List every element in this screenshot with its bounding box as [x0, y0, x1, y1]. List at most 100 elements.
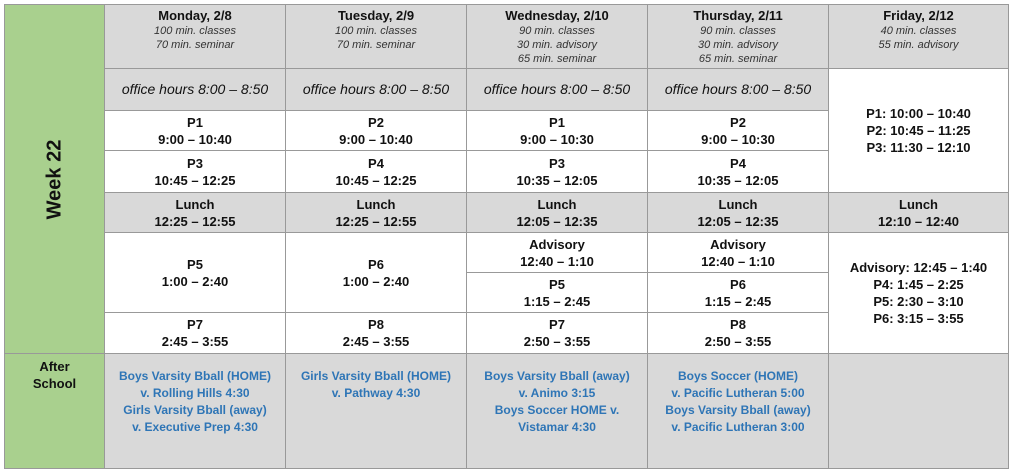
- period-cell: P3 10:45 – 12:25: [105, 151, 286, 193]
- after-school-events: [829, 354, 1009, 469]
- cell-text: P8: [730, 317, 746, 332]
- cell-text: 65 min. seminar: [698, 53, 778, 65]
- day-header: Tuesday, 2/9 100 min. classes 70 min. semi…: [286, 5, 467, 69]
- cell-text: Boys Soccer HOME v.: [494, 403, 620, 417]
- cell-text: P5: [549, 276, 565, 292]
- period-cell: P4 10:45 – 12:25: [286, 151, 467, 193]
- cell-text: Tuesday, 2/9: [337, 8, 415, 23]
- cell-text: office hours 8:00 – 8:50: [121, 81, 269, 97]
- lunch-cell: Lunch 12:05 – 12:35: [648, 193, 829, 233]
- cell-text: Lunch: [537, 196, 577, 212]
- period-cell: P8 2:45 – 3:55: [286, 313, 467, 354]
- cell-text: office hours 8:00 – 8:50: [664, 81, 812, 97]
- period-cell: P2 9:00 – 10:30: [648, 111, 829, 151]
- cell-text: Boys Varsity Bball (away): [665, 403, 811, 417]
- cell-text: P7: [187, 317, 203, 332]
- cell-text: Girls Varsity Bball (HOME): [300, 369, 452, 383]
- cell-text: 55 min. advisory: [878, 39, 959, 51]
- cell-text: 2:45 – 3:55: [161, 334, 229, 349]
- day-header: Thursday, 2/11 90 min. classes 30 min. adv…: [648, 5, 829, 69]
- cell-text: office hours 8:00 – 8:50: [483, 81, 631, 97]
- cell-text: P6: 3:15 – 3:55: [873, 311, 964, 326]
- weekly-schedule-table: Week 22 After School Monday, 2/8 100 min.…: [4, 4, 1009, 469]
- cell-text: v. Pacific Lutheran 5:00: [671, 386, 805, 400]
- cell-text: v. Executive Prep 4:30: [132, 420, 258, 434]
- period-cell: Advisory 12:40 – 1:10: [467, 233, 648, 273]
- cell-text: 9:00 – 10:40: [158, 131, 232, 147]
- cell-text: P1: [187, 114, 203, 130]
- friday-afternoon-periods: Advisory: 12:45 – 1:40 P4: 1:45 – 2:25 P5:…: [829, 233, 1009, 354]
- cell-text: v. Pathway 4:30: [331, 386, 421, 400]
- cell-text: Lunch: [899, 196, 938, 212]
- cell-text: 2:50 – 3:55: [704, 334, 772, 349]
- cell-text: 10:45 – 12:25: [154, 172, 236, 188]
- friday-morning-periods: P1: 10:00 – 10:40 P2: 10:45 – 11:25 P3: 11…: [829, 69, 1009, 193]
- cell-text: Wednesday, 2/10: [505, 8, 609, 23]
- period-cell: P6 1:00 – 2:40: [286, 233, 467, 313]
- cell-text: P3: [549, 155, 565, 171]
- cell-text: office hours 8:00 – 8:50: [302, 81, 450, 97]
- office-hours-cell: office hours 8:00 – 8:50: [467, 69, 648, 111]
- cell-text: Lunch: [175, 196, 215, 212]
- after-school-events: Girls Varsity Bball (HOME) v. Pathway 4:3…: [286, 354, 467, 469]
- cell-text: Boys Soccer (HOME): [677, 369, 799, 383]
- cell-text: Advisory: [529, 236, 585, 252]
- after-school-events: Boys Varsity Bball (HOME) v. Rolling Hill…: [105, 354, 286, 469]
- cell-text: P5: [187, 256, 203, 272]
- cell-text: 2:50 – 3:55: [523, 334, 591, 349]
- cell-text: P2: 10:45 – 11:25: [866, 123, 971, 138]
- cell-text: 100 min. classes: [154, 25, 236, 37]
- after-school-events: Boys Soccer (HOME) v. Pacific Lutheran 5:…: [648, 354, 829, 469]
- after-school-label-line: After: [39, 359, 70, 374]
- cell-text: P2: [368, 114, 384, 130]
- cell-text: P3: [187, 155, 203, 171]
- lunch-cell: Lunch 12:05 – 12:35: [467, 193, 648, 233]
- cell-text: P3: 11:30 – 12:10: [866, 140, 971, 155]
- cell-text: P7: [549, 317, 565, 332]
- period-cell: P3 10:35 – 12:05: [467, 151, 648, 193]
- cell-text: 9:00 – 10:30: [701, 131, 775, 147]
- period-cell: P8 2:50 – 3:55: [648, 313, 829, 354]
- cell-text: 12:05 – 12:35: [697, 213, 779, 229]
- cell-text: P1: 10:00 – 10:40: [866, 106, 971, 121]
- cell-text: 1:15 – 2:45: [704, 293, 772, 309]
- cell-text: 30 min. advisory: [697, 39, 779, 51]
- cell-text: P1: [549, 114, 565, 130]
- cell-text: 70 min. seminar: [336, 39, 416, 51]
- cell-text: P6: [730, 276, 746, 292]
- period-cell: P2 9:00 – 10:40: [286, 111, 467, 151]
- cell-text: v. Pacific Lutheran 3:00: [671, 420, 805, 434]
- cell-text: 9:00 – 10:40: [339, 131, 413, 147]
- day-header: Wednesday, 2/10 90 min. classes 30 min. ad…: [467, 5, 648, 69]
- cell-text: 90 min. classes: [519, 25, 595, 37]
- cell-text: Thursday, 2/11: [693, 8, 783, 23]
- period-cell: P5 1:00 – 2:40: [105, 233, 286, 313]
- cell-text: 10:35 – 12:05: [697, 172, 779, 188]
- after-school-label-line: School: [32, 376, 77, 391]
- cell-text: 65 min. seminar: [517, 53, 597, 65]
- cell-text: v. Rolling Hills 4:30: [140, 386, 250, 400]
- cell-text: P4: [730, 155, 746, 171]
- cell-text: Advisory: 12:45 – 1:40: [849, 260, 988, 275]
- cell-text: v. Animo 3:15: [518, 386, 596, 400]
- cell-text: 1:00 – 2:40: [161, 273, 229, 289]
- cell-text: Monday, 2/8: [158, 8, 232, 23]
- cell-text: 12:40 – 1:10: [701, 253, 775, 269]
- cell-text: 12:25 – 12:55: [154, 213, 236, 229]
- after-school-events: Boys Varsity Bball (away) v. Animo 3:15 Bo…: [467, 354, 648, 469]
- cell-text: P6: [368, 256, 384, 272]
- day-header: Monday, 2/8 100 min. classes 70 min. semin…: [105, 5, 286, 69]
- lunch-cell: Lunch 12:25 – 12:55: [286, 193, 467, 233]
- cell-text: 12:05 – 12:35: [516, 213, 598, 229]
- period-cell: P5 1:15 – 2:45: [467, 273, 648, 313]
- after-school-label-cell: After School: [5, 354, 105, 469]
- cell-text: 1:15 – 2:45: [523, 293, 591, 309]
- cell-text: 12:40 – 1:10: [520, 253, 594, 269]
- lunch-cell: Lunch 12:25 – 12:55: [105, 193, 286, 233]
- day-header: Friday, 2/12 40 min. classes 55 min. advis…: [829, 5, 1009, 69]
- cell-text: 90 min. classes: [700, 25, 776, 37]
- cell-text: Girls Varsity Bball (away): [123, 403, 267, 417]
- period-cell: P1 9:00 – 10:30: [467, 111, 648, 151]
- cell-text: 1:00 – 2:40: [342, 273, 410, 289]
- cell-text: Boys Varsity Bball (HOME): [118, 369, 272, 383]
